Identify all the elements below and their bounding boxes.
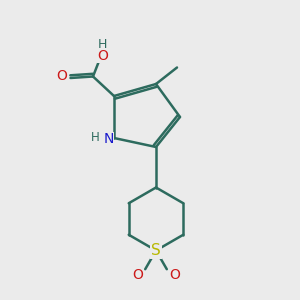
- Text: H: H: [91, 131, 100, 144]
- Text: S: S: [151, 243, 161, 258]
- Text: O: O: [169, 268, 180, 282]
- Text: N: N: [103, 133, 114, 146]
- Text: O: O: [57, 70, 68, 83]
- Text: O: O: [132, 268, 143, 282]
- Text: H: H: [97, 38, 107, 52]
- Text: O: O: [98, 49, 108, 62]
